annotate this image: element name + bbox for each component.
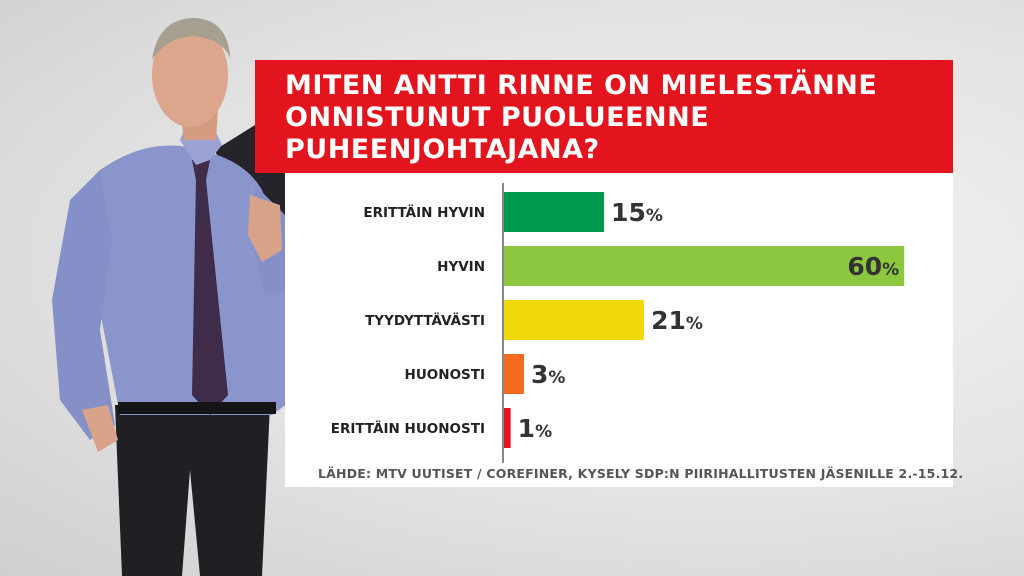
title-line-3: PUHEENJOHTAJANA? <box>285 134 600 165</box>
category-label: ERITTÄIN HYVIN <box>363 204 485 221</box>
bar <box>504 246 905 286</box>
category-label: ERITTÄIN HUONOSTI <box>331 420 485 437</box>
category-label: TYYDYTTÄVÄSTI <box>365 312 485 329</box>
bar <box>504 300 645 340</box>
value-label: 15% <box>611 198 663 227</box>
person-photo <box>52 18 330 576</box>
title-line-2: ONNISTUNUT PUOLUEENNE <box>285 102 710 133</box>
title-banner: MITEN ANTTI RINNE ON MIELESTÄNNE ONNISTU… <box>255 60 953 173</box>
value-label: 3% <box>531 360 565 389</box>
bar <box>504 192 605 232</box>
bar-chart: ERITTÄIN HYVIN 15% HYVIN 60% TYYDYTTÄVÄSTI 21… <box>331 183 905 463</box>
title-line-1: MITEN ANTTI RINNE ON MIELESTÄNNE <box>285 70 878 101</box>
bar <box>504 354 525 394</box>
chart-panel: ERITTÄIN HYVIN 15% HYVIN 60% TYYDYTTÄVÄSTI 21… <box>285 173 953 487</box>
bar <box>504 408 511 448</box>
category-label: HUONOSTI <box>405 367 485 383</box>
source-note: LÄHDE: MTV UUTISET / COREFINER, KYSELY S… <box>318 466 964 481</box>
value-label: 1% <box>518 414 552 443</box>
category-label: HYVIN <box>437 259 485 275</box>
value-label: 60% <box>847 252 899 281</box>
value-label: 21% <box>651 306 703 335</box>
